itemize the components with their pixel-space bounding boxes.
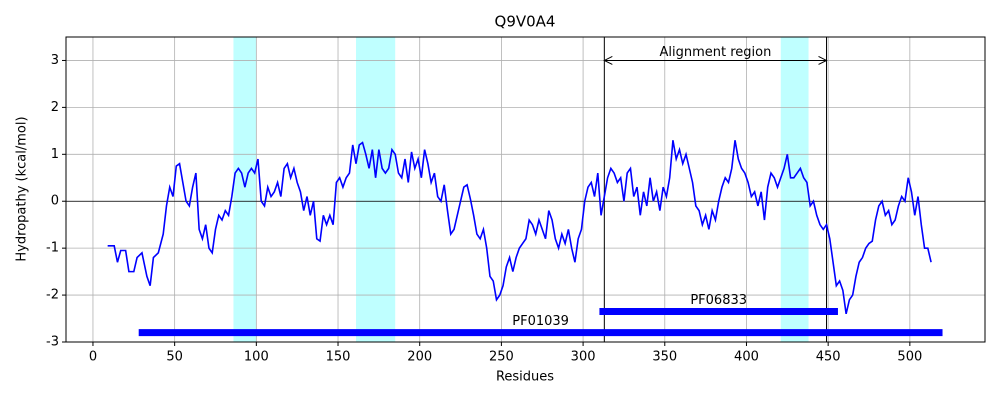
x-tick-label: 300 (571, 350, 596, 365)
y-tick-label: 0 (51, 194, 59, 209)
x-tick-label: 0 (89, 350, 97, 365)
y-tick-label: 3 (51, 53, 59, 68)
alignment-label: Alignment region (659, 45, 771, 60)
x-tick-label: 200 (407, 350, 432, 365)
y-tick-label: 2 (51, 100, 59, 115)
domain-label: PF01039 (512, 314, 569, 329)
chart-title: Q9V0A4 (495, 13, 556, 31)
y-tick-label: -1 (46, 241, 59, 256)
x-axis-label: Residues (496, 370, 554, 385)
arrow-head (818, 56, 828, 65)
x-tick-label: 150 (326, 350, 351, 365)
x-tick-label: 100 (244, 350, 269, 365)
domain-bar (138, 329, 943, 337)
plot-frame (65, 36, 986, 343)
x-tick-label: 450 (816, 350, 841, 365)
y-axis-label: Hydropathy (kcal/mol) (15, 116, 30, 261)
domain-bar (599, 308, 838, 315)
highlight-region (233, 37, 257, 342)
x-tick-label: 250 (489, 350, 514, 365)
highlight-region (780, 37, 809, 342)
y-tick-label: 1 (51, 147, 59, 162)
domain-label: PF06833 (690, 293, 747, 308)
x-tick-label: 350 (652, 350, 677, 365)
y-tick-label: -3 (46, 335, 59, 350)
x-tick-label: 500 (897, 350, 922, 365)
x-tick-label: 50 (166, 350, 183, 365)
arrow-head (603, 56, 613, 65)
hydropathy-line (107, 140, 932, 315)
highlight-region (355, 37, 396, 342)
x-tick-label: 400 (734, 350, 759, 365)
y-tick-label: -2 (46, 288, 59, 303)
